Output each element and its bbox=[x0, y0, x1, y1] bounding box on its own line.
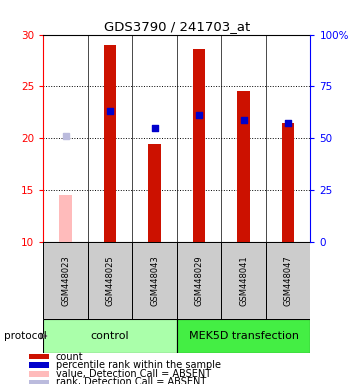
Bar bbox=[193, 49, 205, 242]
Text: rank, Detection Call = ABSENT: rank, Detection Call = ABSENT bbox=[56, 377, 206, 384]
Text: GSM448047: GSM448047 bbox=[284, 255, 293, 306]
Bar bbox=[43, 242, 88, 319]
Bar bbox=[29, 380, 49, 384]
Bar bbox=[266, 35, 310, 242]
Bar bbox=[148, 144, 161, 242]
Point bbox=[241, 116, 247, 122]
Bar bbox=[132, 242, 177, 319]
Text: GSM448029: GSM448029 bbox=[195, 255, 204, 306]
Text: GSM448043: GSM448043 bbox=[150, 255, 159, 306]
Bar bbox=[29, 371, 49, 377]
Bar bbox=[29, 362, 49, 368]
Bar bbox=[221, 35, 266, 242]
Text: percentile rank within the sample: percentile rank within the sample bbox=[56, 360, 221, 370]
Bar bbox=[266, 242, 310, 319]
Text: value, Detection Call = ABSENT: value, Detection Call = ABSENT bbox=[56, 369, 211, 379]
Bar bbox=[43, 35, 88, 242]
Bar bbox=[282, 123, 295, 242]
Bar bbox=[88, 35, 132, 242]
Text: GSM448025: GSM448025 bbox=[106, 255, 114, 306]
Bar bbox=[177, 35, 221, 242]
Bar bbox=[104, 45, 116, 242]
Text: MEK5D transfection: MEK5D transfection bbox=[189, 331, 299, 341]
Bar bbox=[132, 35, 177, 242]
Bar bbox=[221, 242, 266, 319]
Bar bbox=[59, 195, 72, 242]
Point bbox=[285, 120, 291, 126]
Point bbox=[196, 113, 202, 119]
Point bbox=[107, 108, 113, 114]
Text: control: control bbox=[91, 331, 129, 341]
Text: GSM448041: GSM448041 bbox=[239, 255, 248, 306]
Text: protocol: protocol bbox=[4, 331, 46, 341]
Bar bbox=[43, 319, 177, 353]
Bar bbox=[177, 242, 221, 319]
Text: GSM448023: GSM448023 bbox=[61, 255, 70, 306]
Bar bbox=[238, 91, 250, 242]
Bar bbox=[29, 354, 49, 359]
Bar bbox=[88, 242, 132, 319]
Point bbox=[63, 133, 69, 139]
Text: count: count bbox=[56, 352, 84, 362]
Bar bbox=[177, 319, 310, 353]
Point bbox=[152, 125, 157, 131]
Title: GDS3790 / 241703_at: GDS3790 / 241703_at bbox=[104, 20, 250, 33]
